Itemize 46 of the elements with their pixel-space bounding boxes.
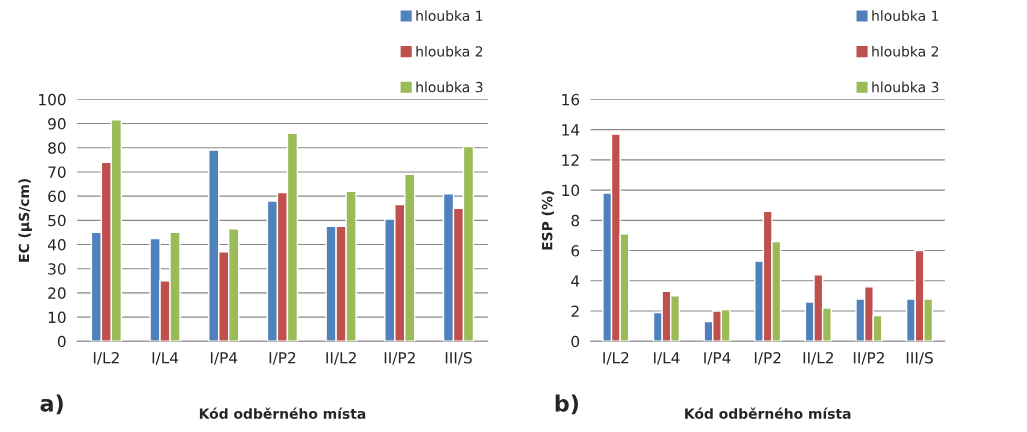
y-tick-label: 100 [39, 93, 66, 106]
x-tick-label: I/L4 [654, 352, 680, 365]
x-tick-label: II/L2 [803, 351, 833, 365]
x-tick-label: III/S [445, 351, 472, 365]
y-tick-label: 16 [562, 93, 580, 106]
y-tick-label: 14 [562, 124, 580, 136]
y-tick-label: 0 [571, 335, 580, 348]
y-tick-label: 70 [48, 166, 66, 178]
y-tick-label: 60 [48, 190, 66, 203]
x-tick-label: I/P2 [269, 351, 296, 365]
x-tick-label: III/S [906, 351, 933, 365]
y-axis-title: EC (µS/cm) [18, 178, 32, 262]
y-tick-label: 0 [57, 335, 66, 348]
y-tick-label: 80 [48, 142, 66, 154]
legend-label: hloubka 3 [872, 81, 939, 93]
y-tick-label: 4 [571, 275, 580, 287]
y-tick-label: 30 [48, 263, 66, 275]
x-tick-label: II/P2 [384, 351, 415, 365]
y-tick-label: 10 [48, 311, 66, 324]
x-tick-label: I/P2 [754, 351, 781, 365]
x-tick-label: I/L4 [152, 352, 179, 365]
text: b) [555, 394, 578, 415]
legend-label: hloubka 2 [872, 45, 939, 57]
x-tick-label: II/L2 [326, 351, 356, 365]
legend-label: hloubka 3 [416, 81, 483, 93]
y-tick-label: 2 [571, 305, 579, 317]
y-axis-title: ESP (%) [541, 190, 555, 250]
x-tick-label: I/P4 [210, 352, 238, 365]
y-tick-label: 8 [571, 214, 580, 227]
legend-label: hloubka 1 [872, 10, 939, 21]
y-tick-label: 20 [48, 287, 66, 299]
y-tick-label: 90 [48, 118, 66, 130]
x-tick-label: I/L2 [93, 351, 119, 365]
x-axis-title: Kód odběrného místa [199, 407, 366, 419]
y-tick-label: 6 [571, 245, 580, 257]
y-tick-label: 40 [47, 238, 66, 251]
x-tick-label: II/P2 [853, 351, 884, 365]
legend-label: hloubka 2 [416, 45, 483, 57]
y-tick-label: 50 [48, 214, 66, 227]
x-tick-label: I/P4 [704, 352, 731, 365]
y-tick-label: 12 [562, 154, 579, 166]
y-tick-label: 10 [562, 184, 580, 197]
x-tick-label: I/L2 [603, 351, 629, 365]
text: a) [40, 394, 63, 415]
legend-label: hloubka 1 [416, 10, 483, 21]
x-axis-title: Kód odběrného místa [685, 407, 851, 419]
